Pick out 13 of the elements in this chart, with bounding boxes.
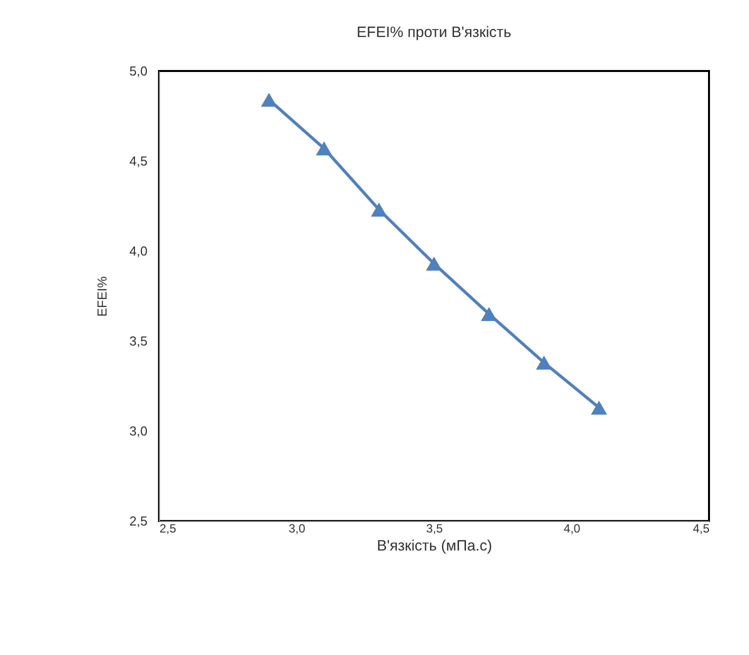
y-tick-label: 3,0	[129, 424, 148, 438]
x-tick-label: 4,0	[564, 522, 581, 536]
x-tick-label: 2,5	[160, 522, 177, 536]
y-tick-label: 4,5	[129, 154, 148, 168]
x-tick-label: 4,5	[692, 522, 710, 536]
y-tick-label: 4,0	[129, 244, 148, 258]
x-tick-label: 3,0	[288, 522, 306, 536]
y-axis-title: EFEI%	[94, 276, 110, 317]
y-tick-label: 3,5	[129, 334, 148, 348]
x-axis-title: В'язкість (мПа.с)	[376, 538, 492, 554]
chart-title: EFEI% проти В'язкість	[356, 24, 512, 41]
x-tick-label: 3,5	[426, 522, 444, 536]
y-tick-label: 5,0	[129, 64, 148, 78]
